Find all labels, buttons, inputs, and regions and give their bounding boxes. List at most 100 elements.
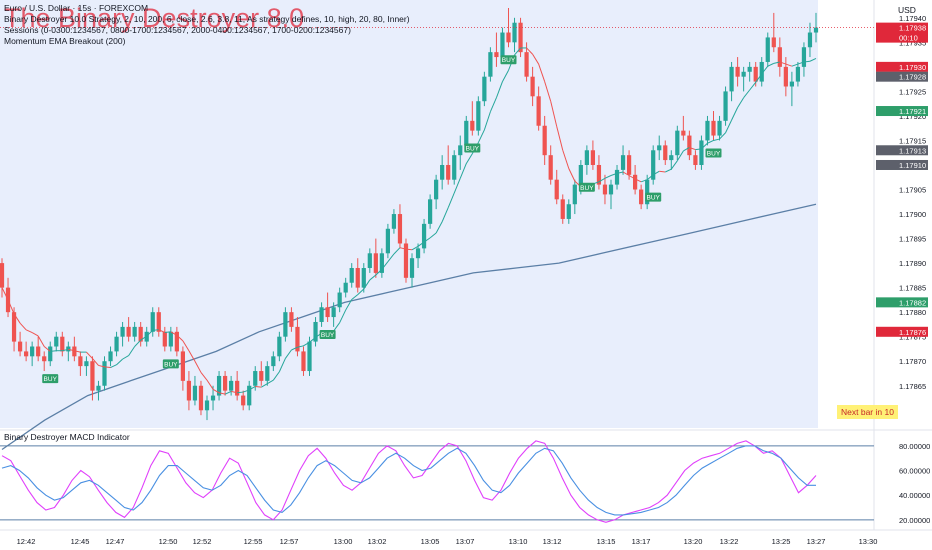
ma-segment <box>200 372 208 381</box>
ma-segment <box>405 248 413 251</box>
candle-body <box>84 361 89 367</box>
ma-segment <box>37 335 45 347</box>
candle-body <box>645 179 650 205</box>
candle-body <box>693 155 698 165</box>
candle-body <box>626 155 632 175</box>
candle-body <box>259 371 264 381</box>
candle-body <box>657 145 662 151</box>
ma-segment <box>170 331 178 336</box>
ma-segment <box>725 119 733 133</box>
ma-segment <box>231 390 238 394</box>
ma-segment <box>689 146 696 151</box>
candle-body <box>120 326 125 337</box>
candle-body <box>542 125 547 156</box>
ma-segment <box>707 140 714 144</box>
candle-body <box>771 37 776 48</box>
price-tag-value: 1.17876 <box>899 328 926 337</box>
time-tick-label: 13:22 <box>720 537 739 546</box>
candle-body <box>608 184 614 195</box>
ma-segment <box>616 171 624 174</box>
candle-body <box>409 258 415 278</box>
candle-body <box>735 66 740 77</box>
candle-body <box>813 27 819 33</box>
ma-segment <box>719 132 726 140</box>
indicator-legend-sessions[interactable]: Sessions (0-0300:1234567, 0800-1700:1234… <box>4 25 351 35</box>
candle-body <box>11 312 17 342</box>
ma-segment <box>628 175 636 180</box>
candle-body <box>452 155 457 180</box>
candle-body <box>78 356 83 367</box>
oscillator-tick-label: 60.00000 <box>899 467 930 476</box>
ma-segment <box>13 313 21 324</box>
ma-segment <box>399 247 407 250</box>
candle-body <box>289 312 294 327</box>
candle-body <box>313 321 318 342</box>
candle-body <box>518 22 523 53</box>
ma-segment <box>731 107 739 121</box>
buy-signal-label: BUY <box>466 146 480 153</box>
candle-body <box>476 101 481 131</box>
currency-label: USD <box>898 5 916 15</box>
oscillator-tick-label: 40.00000 <box>899 491 930 500</box>
candle-body <box>186 380 192 401</box>
ma-segment <box>465 153 473 164</box>
ma-segment <box>749 81 757 91</box>
candle-body <box>681 130 686 136</box>
indicator-legend-ema[interactable]: Momentum EMA Breakout (200) <box>4 36 126 46</box>
candle-body <box>307 341 312 372</box>
candle-body <box>66 346 71 352</box>
time-tick-label: 13:02 <box>368 537 387 546</box>
candle-body <box>512 22 517 43</box>
candle-body <box>235 380 240 396</box>
candle-body <box>301 351 306 372</box>
candle-body <box>614 169 620 185</box>
macd-title: Binary Destroyer MACD Indicator <box>4 432 130 442</box>
ma-segment <box>74 350 81 353</box>
time-tick-label: 12:52 <box>193 537 212 546</box>
ma-segment <box>695 148 702 151</box>
candle-body <box>397 214 403 244</box>
ma-segment <box>291 346 298 351</box>
ma-segment <box>98 364 105 368</box>
ma-segment <box>7 299 15 314</box>
indicator-legend-strategy[interactable]: Binary Destroyer 10.0 Strategy, 2, 10, 2… <box>4 14 410 24</box>
candle-body <box>801 47 807 67</box>
candle-body <box>271 356 276 367</box>
candle-body <box>795 66 801 82</box>
ma-segment <box>683 147 690 152</box>
ma-segment <box>375 269 383 276</box>
candle-body <box>729 66 734 92</box>
price-tag-box <box>876 297 928 308</box>
candle-body <box>48 346 53 362</box>
candle-body <box>361 268 366 288</box>
ma-segment <box>333 322 341 332</box>
candle-body <box>602 184 608 195</box>
candle-body <box>210 395 216 401</box>
candle-body <box>530 76 535 97</box>
candle-body <box>675 130 680 156</box>
ma-segment <box>761 65 769 75</box>
ma-segment <box>459 163 467 179</box>
candle-body <box>54 336 59 347</box>
oscillator-line <box>1 445 816 516</box>
candle-body <box>723 91 728 121</box>
price-tick-label: 1.17925 <box>899 87 926 96</box>
price-tag-value: 1.17910 <box>899 161 926 170</box>
candle-body <box>687 135 692 156</box>
ema200-line-group <box>1 203 817 451</box>
price-tag-box <box>876 22 928 43</box>
candle-body <box>470 120 475 131</box>
buy-signal-label: BUY <box>502 57 516 64</box>
ma-segment <box>339 309 347 323</box>
time-tick-label: 12:45 <box>71 537 90 546</box>
ma-segment <box>550 101 558 127</box>
candle-body <box>144 331 149 342</box>
candle-body <box>204 400 210 411</box>
price-tag-box <box>876 145 928 156</box>
symbol-title[interactable]: Euro / U.S. Dollar · 15s · FOREXCOM <box>4 3 149 13</box>
price-tick-label: 1.17890 <box>899 259 926 268</box>
ma-segment <box>634 178 642 183</box>
candle-body <box>156 312 161 332</box>
candle-body <box>427 199 433 224</box>
